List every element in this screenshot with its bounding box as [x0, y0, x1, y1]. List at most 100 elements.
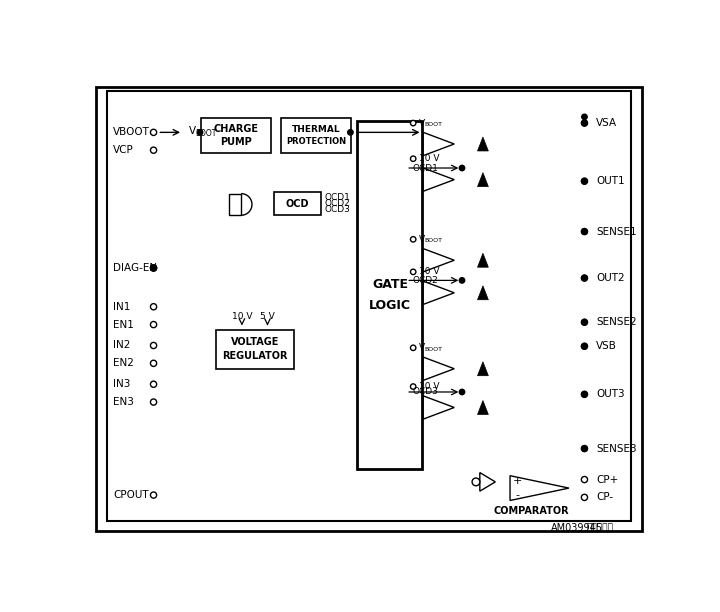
Text: +: + — [513, 476, 523, 486]
Bar — [216, 330, 294, 369]
Circle shape — [150, 492, 157, 498]
Circle shape — [582, 114, 588, 119]
Text: OCD: OCD — [286, 199, 310, 209]
Circle shape — [582, 229, 588, 234]
Text: BOOT: BOOT — [195, 129, 217, 138]
Circle shape — [582, 275, 588, 281]
Circle shape — [150, 381, 157, 387]
Text: CPOUT: CPOUT — [113, 490, 149, 500]
Text: THERMAL: THERMAL — [292, 125, 341, 134]
Text: VCP: VCP — [113, 145, 134, 155]
Text: IN3: IN3 — [113, 379, 130, 389]
Text: OCD3: OCD3 — [325, 205, 351, 214]
Text: 10 V: 10 V — [418, 154, 439, 163]
Text: V: V — [418, 235, 425, 244]
Text: VOLTAGE: VOLTAGE — [231, 337, 279, 348]
Text: CP-: CP- — [596, 493, 613, 502]
Circle shape — [581, 228, 588, 234]
Circle shape — [581, 343, 588, 349]
Text: EN2: EN2 — [113, 358, 134, 368]
Circle shape — [410, 345, 416, 351]
Bar — [282, 118, 351, 153]
Circle shape — [581, 494, 588, 501]
Polygon shape — [480, 472, 495, 491]
Circle shape — [348, 130, 353, 135]
Text: SENSE1: SENSE1 — [596, 226, 636, 237]
Circle shape — [582, 121, 588, 126]
Circle shape — [459, 165, 464, 171]
Circle shape — [410, 269, 416, 275]
Text: V: V — [418, 343, 425, 353]
Text: 5 V: 5 V — [260, 312, 275, 321]
Text: LOGIC: LOGIC — [369, 299, 411, 313]
Circle shape — [150, 304, 157, 310]
Text: PUMP: PUMP — [220, 136, 251, 147]
Circle shape — [581, 319, 588, 326]
Circle shape — [150, 399, 157, 405]
Text: EN3: EN3 — [113, 397, 134, 407]
Polygon shape — [477, 137, 488, 151]
Text: OUT2: OUT2 — [596, 273, 625, 283]
Text: PROTECTION: PROTECTION — [287, 137, 346, 146]
Polygon shape — [477, 286, 488, 300]
Text: CP+: CP+ — [596, 474, 618, 485]
Polygon shape — [423, 132, 454, 155]
Text: EN1: EN1 — [113, 319, 134, 329]
Circle shape — [581, 477, 588, 483]
Circle shape — [581, 275, 588, 281]
Circle shape — [410, 156, 416, 162]
Circle shape — [581, 391, 588, 397]
Bar — [357, 121, 423, 469]
Text: OUT3: OUT3 — [596, 389, 625, 399]
Bar — [274, 192, 321, 215]
Text: IN2: IN2 — [113, 340, 130, 351]
Text: CHARGE: CHARGE — [213, 124, 258, 134]
Circle shape — [410, 121, 416, 126]
Circle shape — [582, 319, 588, 325]
Text: OCD2: OCD2 — [325, 199, 351, 208]
Circle shape — [410, 237, 416, 242]
Polygon shape — [477, 400, 488, 414]
Circle shape — [582, 446, 588, 451]
Circle shape — [582, 343, 588, 349]
Polygon shape — [477, 362, 488, 376]
Text: BOOT: BOOT — [424, 122, 442, 127]
Polygon shape — [477, 173, 488, 187]
Polygon shape — [423, 396, 454, 419]
Circle shape — [459, 278, 464, 283]
Text: -: - — [516, 490, 520, 500]
Circle shape — [150, 360, 157, 367]
Polygon shape — [510, 476, 569, 501]
Circle shape — [150, 147, 157, 153]
Text: SENSE2: SENSE2 — [596, 317, 636, 327]
Text: SENSE3: SENSE3 — [596, 444, 636, 453]
Polygon shape — [423, 281, 454, 304]
Text: OCD2: OCD2 — [413, 276, 438, 285]
Text: DIAG-EN: DIAG-EN — [113, 263, 158, 273]
Polygon shape — [423, 168, 454, 192]
Text: 10 V: 10 V — [418, 267, 439, 277]
Polygon shape — [423, 248, 454, 272]
Circle shape — [582, 179, 588, 184]
Circle shape — [150, 129, 157, 135]
Text: COMPARATOR: COMPARATOR — [494, 506, 570, 517]
Text: OUT1: OUT1 — [596, 176, 625, 186]
Text: V: V — [189, 126, 196, 136]
Text: 旋转的电机: 旋转的电机 — [587, 523, 613, 532]
Text: AM039945: AM039945 — [551, 523, 603, 532]
Text: REGULATOR: REGULATOR — [222, 351, 288, 361]
Circle shape — [472, 478, 480, 486]
Polygon shape — [477, 253, 488, 267]
Circle shape — [150, 342, 157, 349]
Text: 10 V: 10 V — [232, 312, 252, 321]
Text: VSB: VSB — [596, 341, 617, 351]
Circle shape — [150, 321, 157, 327]
Circle shape — [150, 265, 157, 271]
Circle shape — [150, 265, 157, 271]
Text: IN1: IN1 — [113, 302, 130, 312]
Text: VSA: VSA — [596, 118, 617, 128]
Text: GATE: GATE — [372, 278, 408, 291]
Polygon shape — [423, 357, 454, 381]
Circle shape — [581, 446, 588, 452]
Text: OCD1: OCD1 — [325, 193, 351, 203]
